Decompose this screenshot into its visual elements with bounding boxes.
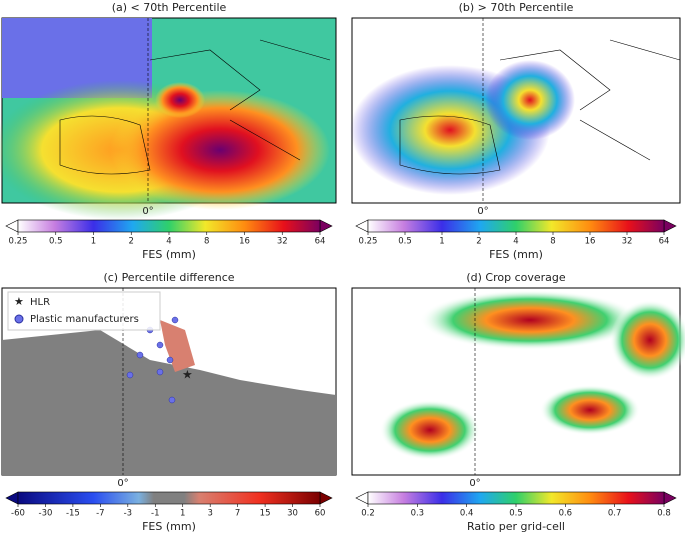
colorbar-tick-label: 0.7	[608, 509, 622, 519]
colorbar-tick-label: 0.25	[359, 237, 378, 247]
meridian-label: 0°	[469, 478, 480, 489]
colorbar-tick-label: 60	[315, 509, 326, 519]
colorbar-tick-label: -15	[66, 509, 80, 519]
colorbar-extend	[663, 491, 677, 505]
colorbar-tick-label: -3	[124, 509, 132, 519]
colorbar-extend	[663, 219, 677, 233]
colorbar-tick-label: 0.5	[49, 237, 63, 247]
colorbar-extend	[355, 491, 369, 505]
colorbar	[367, 219, 665, 233]
colorbar-tick-label: 2	[476, 237, 481, 247]
legend-dot	[14, 314, 24, 324]
meridian-label: 0°	[142, 206, 153, 217]
colorbar-tick-label: 0.4	[460, 509, 474, 519]
colorbar-tick-label: 64	[659, 237, 670, 247]
colorbar-label: FES (mm)	[489, 248, 543, 261]
map-b	[350, 17, 681, 204]
colorbar-tick-label: 7	[235, 509, 240, 519]
colorbar-tick-label: 32	[277, 237, 288, 247]
colorbar-extend	[5, 491, 19, 505]
legend-label: Plastic manufacturers	[30, 314, 139, 325]
colorbar-tick-label: 1	[439, 237, 444, 247]
panel-title: (a) < 70th Percentile	[112, 1, 227, 14]
colorbar-tick-label: 15	[260, 509, 271, 519]
colorbar-tick-label: -7	[96, 509, 104, 519]
colorbar-tick-label: 30	[287, 509, 298, 519]
colorbar-tick-label: 8	[204, 237, 209, 247]
colorbar-extend	[5, 219, 19, 233]
colorbar-tick-label: 32	[622, 237, 633, 247]
colorbar-tick-label: -1	[151, 509, 159, 519]
colorbar-tick-label: 4	[166, 237, 171, 247]
star-marker: ★	[182, 368, 193, 382]
map-a	[0, 17, 337, 220]
colorbar-tick-label: 0.25	[9, 237, 28, 247]
meridian-label: 0°	[477, 206, 488, 217]
colorbar	[17, 219, 321, 233]
colorbar-tick-label: 0.6	[559, 509, 573, 519]
colorbar-tick-label: 0.8	[657, 509, 671, 519]
colorbar-label: Ratio per grid-cell	[467, 520, 565, 533]
colorbar-tick-label: 3	[207, 509, 212, 519]
legend-box	[7, 291, 161, 331]
colorbar-tick-label: 1	[91, 237, 96, 247]
colorbar-label: FES (mm)	[142, 520, 196, 533]
meridian-label: 0°	[117, 478, 128, 489]
colorbar-tick-label: 8	[550, 237, 555, 247]
colorbar-tick-label: 0.3	[411, 509, 425, 519]
colorbar-tick-label: -60	[11, 509, 25, 519]
colorbar-tick-label: 16	[585, 237, 596, 247]
colorbar-tick-label: 16	[239, 237, 250, 247]
colorbar-label: FES (mm)	[142, 248, 196, 261]
panel-title: (c) Percentile difference	[103, 271, 234, 284]
panel-title: (b) > 70th Percentile	[459, 1, 574, 14]
colorbar-extend	[319, 491, 333, 505]
colorbar-tick-label: 0.2	[361, 509, 375, 519]
colorbar-tick-label: 0.5	[509, 509, 523, 519]
panel-title: (d) Crop coverage	[466, 271, 566, 284]
map-d	[351, 287, 685, 476]
colorbar-tick-label: 64	[315, 237, 326, 247]
map-c: ★ ★ HLR Plastic manufacturers	[1, 287, 337, 476]
colorbar-extend	[355, 219, 369, 233]
colorbar	[17, 491, 321, 505]
colorbar-tick-label: 2	[129, 237, 134, 247]
colorbar-extend	[319, 219, 333, 233]
colorbar-tick-label: 0.5	[398, 237, 412, 247]
colorbar-tick-label: 4	[513, 237, 518, 247]
colorbar-tick-label: 1	[180, 509, 185, 519]
colorbar	[367, 491, 665, 505]
legend-label: HLR	[30, 297, 50, 308]
colorbar-tick-label: -30	[39, 509, 53, 519]
legend-star: ★	[14, 295, 24, 308]
